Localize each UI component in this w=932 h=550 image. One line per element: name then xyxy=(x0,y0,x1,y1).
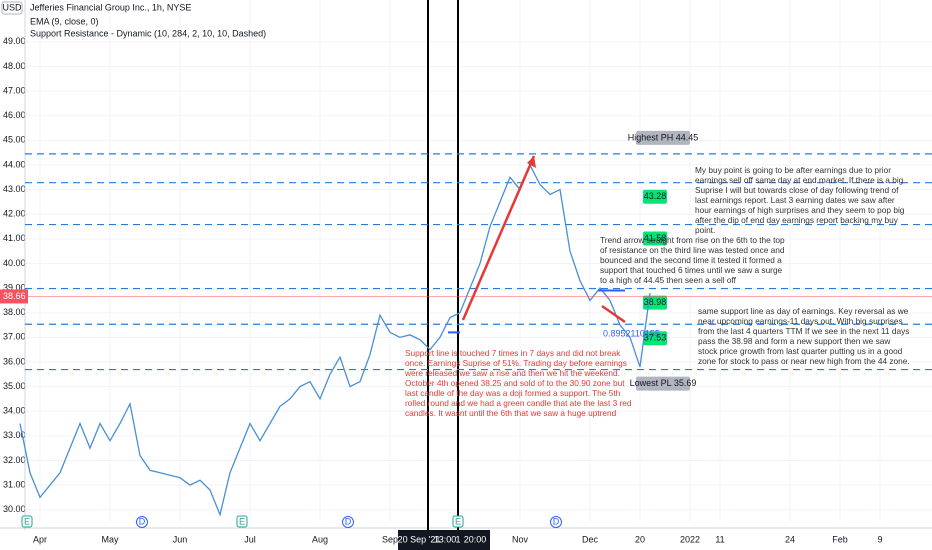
y-tick-label: 45.00 xyxy=(3,135,26,145)
event-badge xyxy=(236,515,248,528)
level-label-box xyxy=(643,231,667,246)
level-label: 43.28 xyxy=(644,191,667,201)
x-tick-label: 2022 xyxy=(680,534,700,544)
x-tick-label: Jun xyxy=(173,534,188,544)
x-tick-label: Aug xyxy=(312,534,328,544)
note: My buy point is going to be after earnin… xyxy=(695,165,905,235)
currency-box xyxy=(1,1,23,15)
x-tick-label: Jul xyxy=(244,534,256,544)
x-tick-label: 9 xyxy=(877,534,882,544)
x-tick-label: Nov xyxy=(512,534,529,544)
chart-title: Jefferies Financial Group Inc., 1h, NYSE xyxy=(30,2,191,12)
x-tick-label: Apr xyxy=(33,534,47,544)
crosshair-label: 20 Sep '21 xyxy=(398,534,441,544)
crosshair-box xyxy=(398,530,490,550)
level-label-box xyxy=(643,331,667,346)
event-label: E xyxy=(239,516,245,526)
note: same support line as day of earnings. Ke… xyxy=(698,306,910,366)
y-tick-label: 41.00 xyxy=(3,233,26,243)
indicator-label: Support Resistance - Dynamic (10, 284, 2… xyxy=(30,28,266,38)
crosshair-label: 1 xyxy=(455,534,460,544)
x-tick-label: Dec xyxy=(582,534,599,544)
trend-arrow xyxy=(461,155,536,321)
crosshair-label: 20:00 xyxy=(464,534,487,544)
event-label: E xyxy=(24,516,30,526)
level-label: Lowest PL 35.69 xyxy=(630,378,697,388)
arrow-head xyxy=(527,156,536,168)
level-label: Highest PH 44.45 xyxy=(628,132,699,142)
level-label-box xyxy=(643,189,667,204)
crosshair-label: 13:00 xyxy=(434,534,457,544)
event-badge xyxy=(550,516,562,528)
event-badge xyxy=(452,515,464,528)
event-badge xyxy=(21,515,33,528)
y-tick-label: 49.00 xyxy=(3,36,26,46)
event-label: D xyxy=(345,516,352,526)
y-tick-label: 31.00 xyxy=(3,479,26,489)
y-tick-label: 34.00 xyxy=(3,406,26,416)
indicator-label: EMA (9, close, 0) xyxy=(30,16,99,26)
last-price-box xyxy=(0,289,28,304)
y-tick-label: 46.00 xyxy=(3,110,26,120)
y-tick-label: 48.00 xyxy=(3,61,26,71)
last-price-label: 38.66 xyxy=(3,291,26,301)
price-line xyxy=(19,163,651,517)
x-tick-label: 20 xyxy=(635,534,645,544)
event-label: E xyxy=(455,516,461,526)
level-label: 38.98 xyxy=(644,297,667,307)
fib-label: 0.8952110155 xyxy=(603,328,660,338)
level-label-box xyxy=(636,130,690,145)
x-tick-label: Feb xyxy=(832,534,848,544)
event-label: D xyxy=(139,516,146,526)
currency: USD xyxy=(2,2,22,12)
note: Trend arrow straight from rise on the 6t… xyxy=(600,235,785,285)
x-tick-label: 11 xyxy=(715,534,724,544)
y-tick-label: 36.00 xyxy=(3,356,26,366)
x-tick-label: 24 xyxy=(785,534,795,544)
level-label: 41.58 xyxy=(644,233,667,243)
event-badge xyxy=(136,516,148,528)
y-tick-label: 32.00 xyxy=(3,455,26,465)
y-tick-label: 30.00 xyxy=(3,504,26,514)
x-tick-label: Sep xyxy=(382,534,398,544)
y-tick-label: 42.00 xyxy=(3,209,26,219)
x-tick-label: May xyxy=(101,534,119,544)
y-tick-label: 37.00 xyxy=(3,332,26,342)
y-tick-label: 47.00 xyxy=(3,85,26,95)
y-tick-label: 43.00 xyxy=(3,184,26,194)
level-label-box xyxy=(636,376,690,391)
note: Support line is touched 7 times in 7 day… xyxy=(405,348,632,418)
reversal-arrow xyxy=(601,304,626,324)
y-tick-label: 40.00 xyxy=(3,258,26,268)
y-tick-label: 38.00 xyxy=(3,307,26,317)
y-tick-label: 39.00 xyxy=(3,282,26,292)
level-label: 37.53 xyxy=(644,333,667,343)
y-tick-label: 33.00 xyxy=(3,430,26,440)
y-tick-label: 44.00 xyxy=(3,159,26,169)
y-tick-label: 35.00 xyxy=(3,381,26,391)
event-badge xyxy=(342,516,354,528)
event-label: D xyxy=(553,516,560,526)
